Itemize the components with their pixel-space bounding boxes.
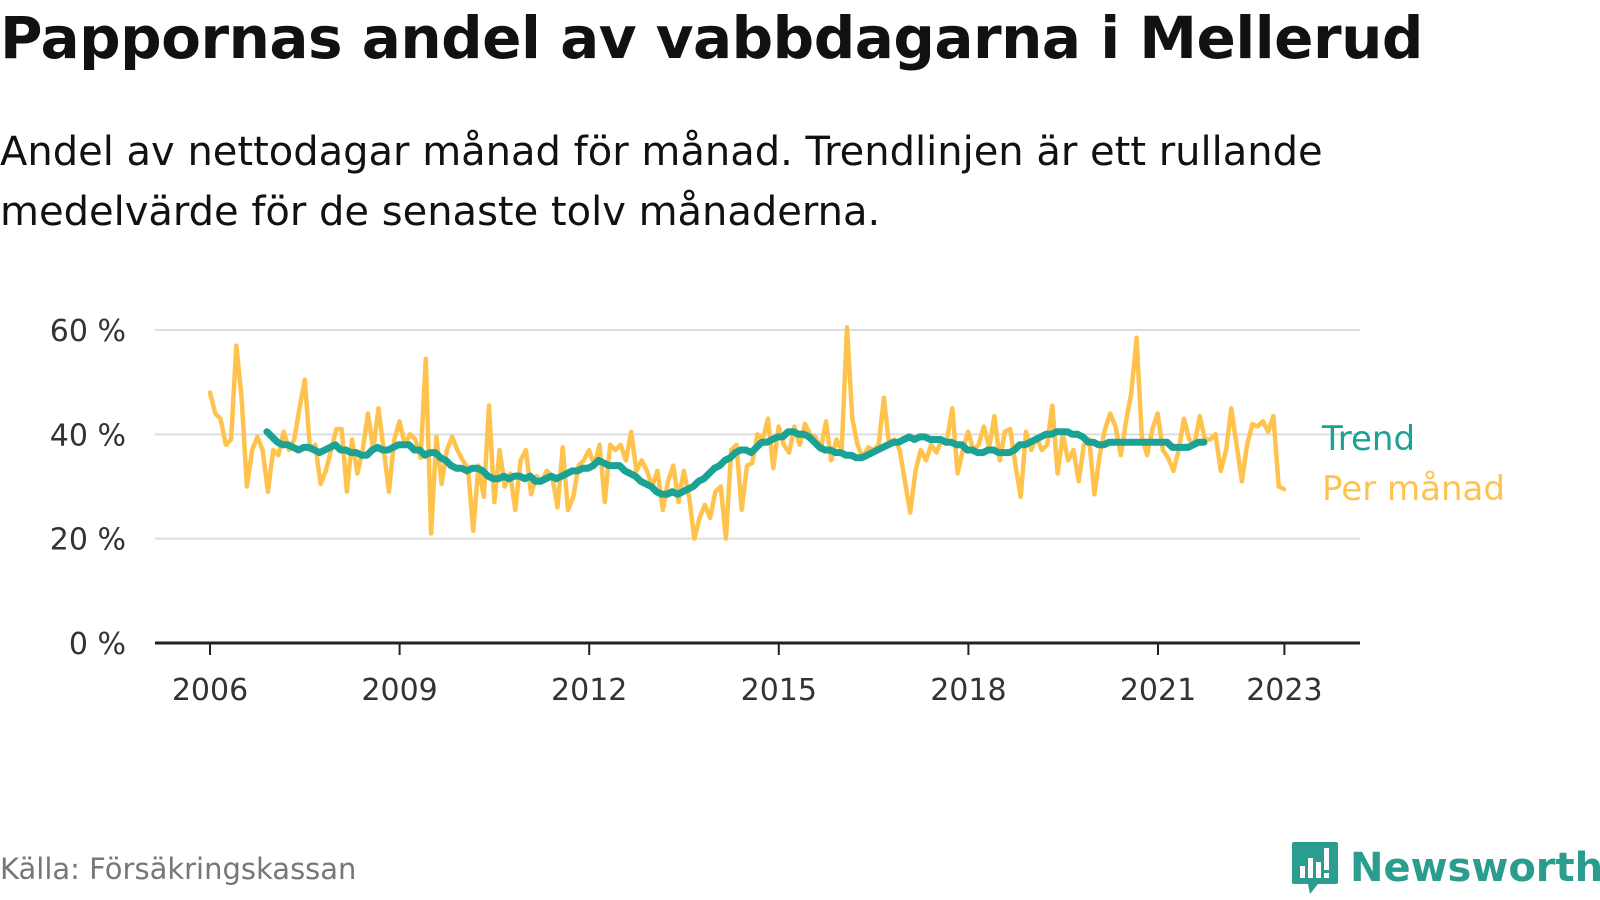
newsworthy-logo[interactable]: Newsworthy [1290, 840, 1600, 896]
series-layer [207, 325, 1287, 541]
axis-layer: 0 % 20 % 40 % 60 % 2006 2009 2012 2015 2018 2021 2… [50, 314, 1360, 708]
x-tick-label: 2009 [361, 673, 437, 708]
y-tick-label: 60 % [50, 314, 126, 349]
legend-layer: Trend Per månad [1321, 419, 1505, 509]
legend-label: Per månad [1322, 469, 1505, 509]
trend-line [263, 428, 1208, 498]
x-tick-label: 2012 [551, 673, 627, 708]
x-tick-label: 2021 [1120, 673, 1196, 708]
x-tick-label: 2006 [172, 673, 248, 708]
y-tick-label: 0 % [69, 627, 126, 662]
newsworthy-logo-icon [1292, 842, 1338, 894]
x-tick-label: 2023 [1246, 673, 1322, 708]
x-tick-label: 2015 [741, 673, 817, 708]
y-tick-label: 40 % [50, 418, 126, 453]
brand-name: Newsworthy [1350, 845, 1600, 891]
monthly-line [207, 325, 1287, 541]
y-tick-label: 20 % [50, 523, 126, 558]
chart-title: Pappornas andel av vabbdagarna i Melleru… [0, 4, 1423, 72]
chart-subtitle: Andel av nettodagar månad för månad. Tre… [0, 129, 1323, 235]
source-note: Källa: Försäkringskassan [0, 852, 357, 886]
legend-label: Trend [1321, 419, 1415, 459]
x-tick-label: 2018 [930, 673, 1006, 708]
